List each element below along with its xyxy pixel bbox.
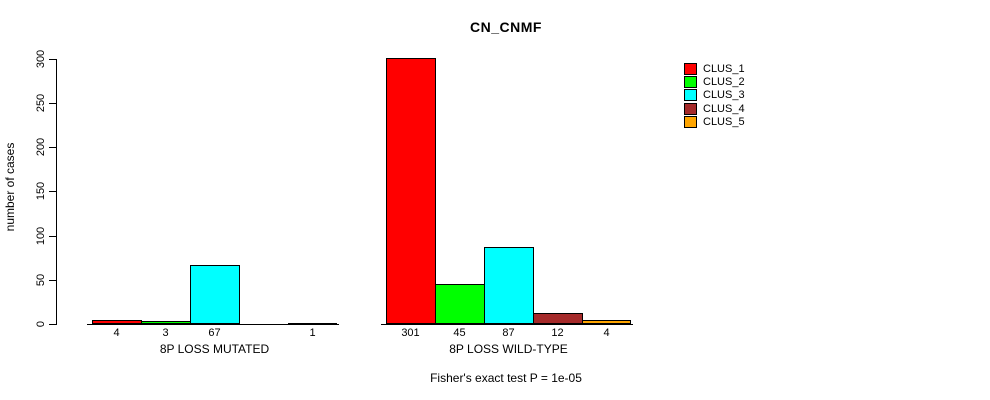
y-tick-mark [49,103,56,104]
legend-item: CLUS_5 [684,115,745,128]
bar-clus_1 [92,320,142,324]
y-tick-label-text: 50 [35,273,47,287]
legend-item: CLUS_4 [684,102,745,115]
bar-value-label: 301 [401,327,420,339]
legend-label: CLUS_3 [703,89,745,102]
bar-clus_2 [435,284,485,324]
bar-clus_5 [288,323,337,325]
bar-value-label: 4 [603,327,610,339]
bar-clus_4 [533,313,583,324]
y-tick-label-text: 100 [35,226,47,246]
legend-swatch-clus_4 [684,102,697,115]
fisher-test-annotation: Fisher's exact test P = 1e-05 [430,371,582,385]
legend-swatch-clus_2 [684,75,697,88]
y-tick-mark [49,236,56,237]
y-tick-label-text: 150 [35,181,47,201]
bar-value-label: 12 [551,327,564,339]
y-tick-mark [49,147,56,148]
bar-value-label: 67 [208,327,221,339]
bar-value-label: 87 [502,327,515,339]
bar-clus_3 [484,247,534,324]
legend-item: CLUS_3 [684,89,745,102]
y-tick-mark [49,59,56,60]
bar-clus_3 [190,265,240,324]
legend-item: CLUS_2 [684,75,745,88]
legend-swatch-clus_5 [684,115,697,128]
y-tick-mark [49,324,56,325]
y-axis-line [56,59,57,325]
y-tick-label-text: 0 [35,320,47,328]
legend-label: CLUS_1 [703,62,745,75]
y-tick-label-text: 200 [35,137,47,157]
legend-label: CLUS_5 [703,115,745,128]
bar-clus_5 [582,320,631,324]
bar-value-label [239,327,288,339]
bar-clus_2 [141,321,191,324]
group-label: 8P LOSS WILD-TYPE [449,342,568,356]
legend-item: CLUS_1 [684,62,745,75]
chart-title: CN_CNMF [470,19,542,35]
legend: CLUS_1 CLUS_2 CLUS_3 CLUS_4 CLUS_5 [684,62,745,128]
bar-value-label: 3 [162,327,169,339]
legend-swatch-clus_1 [684,62,697,75]
bar-value-label: 1 [309,327,316,339]
x-axis-line [87,324,339,325]
legend-swatch-clus_3 [684,89,697,102]
y-tick-mark [49,280,56,281]
bar-value-label: 4 [113,327,120,339]
legend-label: CLUS_4 [703,102,745,115]
legend-label: CLUS_2 [703,75,745,88]
bar-value-label: 45 [453,327,466,339]
x-axis-line [381,324,633,325]
bar-clus_1 [386,58,436,324]
y-tick-label-text: 300 [35,49,47,69]
y-tick-label-text: 250 [35,93,47,113]
y-tick-mark [49,191,56,192]
y-axis-label-text: number of cases [3,142,17,232]
group-label: 8P LOSS MUTATED [159,342,270,356]
